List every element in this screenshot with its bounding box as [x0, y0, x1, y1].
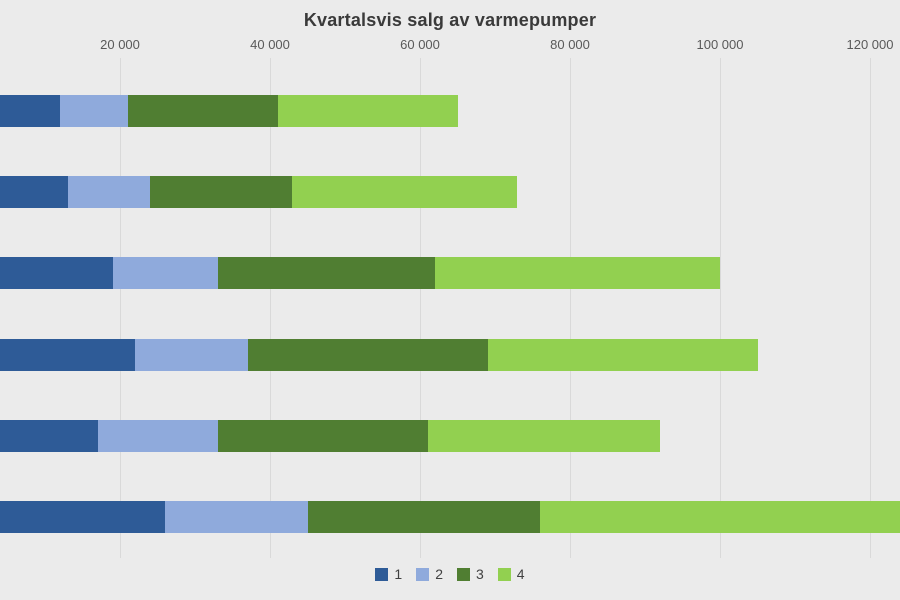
- bar-segment-q1: [0, 94, 60, 127]
- chart-title: Kvartalsvis salg av varmepumper: [303, 10, 597, 30]
- bars-layer: [0, 70, 900, 558]
- legend-label: 3: [476, 566, 484, 582]
- bar-segment-q2: [135, 338, 248, 371]
- gridline: [570, 58, 571, 558]
- legend-label: 1: [394, 566, 403, 582]
- legend-label: 4: [516, 566, 525, 582]
- gridline: [120, 58, 121, 558]
- bar-row: [0, 257, 900, 290]
- legend-item: 2: [416, 566, 443, 582]
- bar-segment-q3: [307, 501, 540, 534]
- gridline: [720, 58, 721, 558]
- bar-row: [0, 176, 900, 208]
- bar-segment-q3: [217, 420, 428, 452]
- bar-segment-q4: [435, 257, 720, 290]
- legend: 1 2 3 4: [0, 566, 900, 582]
- bar-segment-q4: [540, 501, 900, 534]
- x-axis-tick-label: 80 000: [550, 37, 590, 52]
- gridline: [870, 58, 871, 558]
- plot-area: [0, 58, 900, 558]
- bar-segment-q3: [247, 338, 488, 371]
- bar-segment-q1: [0, 257, 113, 290]
- bar-segment-q3: [127, 94, 278, 127]
- bar-row: [0, 94, 900, 127]
- legend-item: 3: [457, 566, 484, 582]
- bar-row: [0, 420, 900, 452]
- legend-label: 2: [435, 566, 443, 582]
- legend-item: 4: [497, 566, 525, 582]
- bar-segment-q3: [150, 176, 293, 208]
- bar-segment-q3: [217, 257, 435, 290]
- bar-row: [0, 501, 900, 534]
- bar-segment-q2: [112, 257, 218, 290]
- x-axis-tick-label: 40 000: [250, 37, 290, 52]
- bar-segment-q2: [67, 176, 150, 208]
- bar-row: [0, 338, 900, 371]
- x-axis-tick-label: 100 000: [696, 37, 744, 52]
- bar-segment-q4: [487, 338, 758, 371]
- gridline: [420, 58, 421, 558]
- x-axis-tick-label: 20 000: [100, 37, 140, 52]
- legend-swatch: [457, 567, 470, 581]
- bar-segment-q1: [0, 420, 98, 452]
- x-axis-tick-label: 120 000: [846, 37, 894, 52]
- bar-segment-q2: [97, 420, 218, 452]
- legend-item: 1: [375, 566, 402, 582]
- bar-segment-q1: [0, 176, 68, 208]
- legend-swatch: [497, 567, 511, 581]
- x-axis: 20 000 40 000 60 000 80 000 100 000 120 000: [0, 37, 900, 55]
- gridline: [270, 58, 271, 558]
- bar-segment-q1: [0, 501, 165, 534]
- x-axis-tick-label: 60 000: [400, 37, 440, 52]
- bar-segment-q4: [292, 176, 518, 208]
- bar-segment-q1: [0, 338, 135, 371]
- bar-segment-q4: [277, 94, 458, 127]
- bar-segment-q4: [427, 420, 660, 452]
- legend-swatch: [416, 567, 430, 581]
- bar-segment-q2: [165, 501, 308, 534]
- bar-segment-q2: [60, 94, 128, 127]
- legend-swatch: [375, 567, 389, 581]
